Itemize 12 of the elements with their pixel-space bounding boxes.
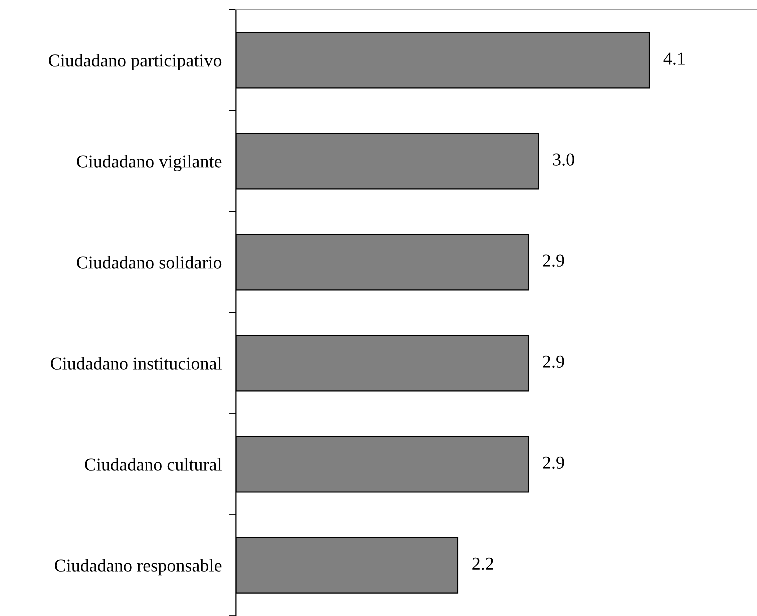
y-tick-label: Ciudadano participativo bbox=[49, 54, 222, 70]
data-label: 2.2 bbox=[472, 558, 494, 570]
data-label: 2.9 bbox=[543, 254, 564, 268]
data-label: 3.0 bbox=[553, 154, 574, 166]
data-label: 2.9 bbox=[543, 456, 564, 470]
data-label: 2.9 bbox=[543, 356, 564, 368]
y-tick-label: Ciudadano cultural bbox=[85, 458, 222, 471]
y-tick-label: Ciudadano responsable bbox=[55, 559, 222, 576]
y-tick-label: Ciudadano institucional bbox=[51, 357, 222, 370]
y-tick-label: Ciudadano vigilante bbox=[77, 155, 222, 172]
y-tick-label: Ciudadano solidario bbox=[77, 256, 222, 269]
data-label: 4.1 bbox=[664, 52, 685, 65]
